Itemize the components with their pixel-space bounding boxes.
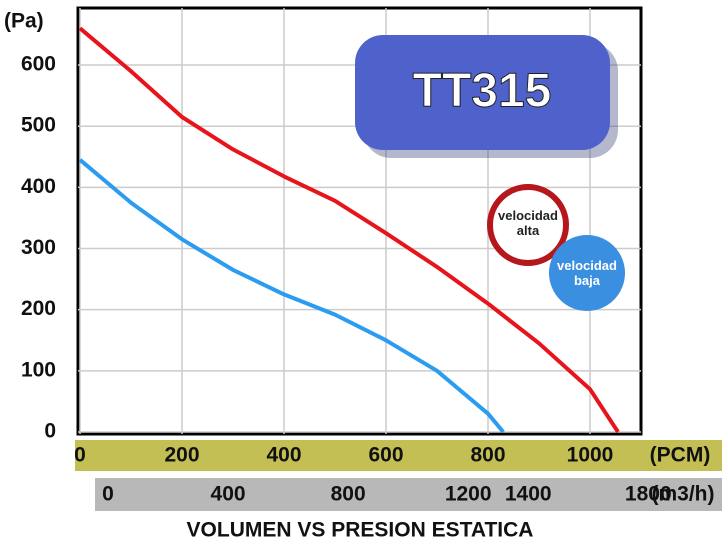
x-tick-label: 200: [164, 444, 199, 467]
y-tick-label: 600: [21, 53, 56, 76]
series-line: [78, 158, 505, 434]
x2-tick-label: 1400: [505, 483, 552, 506]
legend-label: velocidad alta: [498, 208, 558, 238]
x-tick-label: 0: [74, 444, 86, 467]
x-tick-label: 800: [470, 444, 505, 467]
legend-text-wrap: velocidad alta: [498, 208, 558, 238]
chart-title: VOLUMEN VS PRESION ESTATICA: [187, 519, 534, 542]
y-tick-label: 500: [21, 114, 56, 137]
x2-tick-label: 400: [211, 483, 246, 506]
y-axis-label: (Pa): [4, 10, 44, 33]
x2-axis-label: (m3/h): [652, 483, 715, 506]
x-tick-label: 1000: [567, 444, 614, 467]
legend-alta: [487, 184, 569, 266]
legend-text-wrap: velocidad baja: [557, 258, 617, 288]
legend-baja: [549, 235, 625, 311]
badge: [355, 35, 610, 150]
series-line: [78, 26, 620, 434]
x2-tick-label: 0: [102, 483, 114, 506]
x2-axis-band: [95, 478, 722, 511]
x2-tick-label: 1800: [625, 483, 672, 506]
legend-label: velocidad baja: [557, 258, 617, 288]
y-tick-label: 300: [21, 236, 56, 259]
x2-tick-label: 1200: [445, 483, 492, 506]
x-axis-band: [75, 440, 722, 471]
x-tick-label: 600: [368, 444, 403, 467]
y-tick-label: 200: [21, 297, 56, 320]
x-tick-label: 400: [266, 444, 301, 467]
badge-text: TT315: [413, 65, 552, 118]
y-tick-label: 0: [44, 420, 56, 443]
x2-tick-label: 800: [331, 483, 366, 506]
y-tick-label: 400: [21, 175, 56, 198]
y-tick-label: 100: [21, 358, 56, 381]
x-axis-label: (PCM): [650, 444, 711, 467]
